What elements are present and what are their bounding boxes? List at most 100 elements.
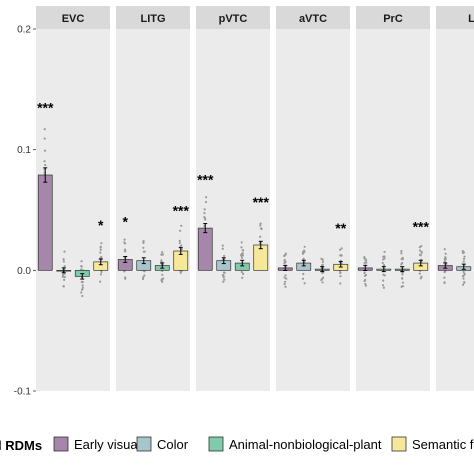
subject-point: [283, 260, 286, 263]
panel-title: LITG: [140, 13, 165, 25]
subject-point: [81, 288, 84, 291]
panel-background: [196, 29, 270, 391]
subject-point: [383, 274, 386, 277]
subject-point: [463, 281, 466, 284]
y-tick-label: -0.1: [14, 387, 32, 398]
subject-point: [221, 274, 224, 277]
subject-point: [320, 278, 323, 282]
subject-point: [160, 259, 163, 262]
subject-point: [222, 280, 225, 283]
subject-point: [284, 280, 287, 283]
subject-point: [383, 257, 386, 260]
subject-point: [420, 244, 423, 248]
subject-point: [462, 277, 465, 280]
subject-point: [240, 241, 243, 244]
facet-panels: EVC****LITG****pVTC******aVTC**PrC***LI: [36, 6, 474, 391]
subject-point: [43, 137, 46, 140]
subject-point: [63, 250, 66, 253]
panel-background: [356, 29, 430, 391]
subject-point: [462, 270, 465, 274]
subject-point: [142, 250, 145, 253]
legend-label: Semantic f: [412, 437, 474, 452]
subject-point: [401, 273, 404, 276]
significance-marker: ***: [173, 202, 190, 218]
legend-swatch: [136, 436, 152, 452]
panel-title: EVC: [62, 13, 85, 25]
subject-point: [260, 227, 263, 230]
subject-point: [223, 271, 226, 274]
subject-point: [240, 254, 243, 257]
subject-point: [241, 249, 244, 252]
subject-point: [444, 256, 447, 259]
panel-title: LI: [468, 13, 474, 25]
subject-point: [320, 257, 323, 260]
subject-point: [462, 257, 466, 261]
subject-point: [142, 239, 145, 243]
subject-point: [418, 249, 422, 252]
subject-point: [203, 208, 206, 211]
panel-pvtc: pVTC *** ***: [196, 6, 270, 391]
subject-point: [204, 200, 208, 204]
subject-point: [62, 285, 66, 288]
subject-point: [80, 265, 83, 268]
subject-point: [99, 248, 102, 251]
subject-point: [461, 251, 465, 255]
subject-point: [221, 244, 224, 247]
subject-point: [143, 274, 146, 277]
panel-strip: [436, 6, 474, 29]
subject-point: [283, 258, 286, 262]
subject-point: [364, 258, 367, 261]
subject-point: [62, 260, 65, 263]
subject-point: [223, 254, 226, 258]
subject-point: [203, 212, 206, 215]
subject-point: [443, 260, 447, 263]
subject-point: [142, 241, 145, 244]
panel-background: [276, 29, 350, 391]
subject-point: [444, 252, 447, 255]
panel-li: LI: [436, 6, 474, 391]
subject-point: [400, 249, 403, 253]
legend: l RDMs Early visual Color Animal-nonbiolog…: [0, 436, 474, 453]
subject-point: [382, 286, 386, 289]
significance-marker: *: [98, 217, 104, 233]
subject-point: [63, 275, 66, 279]
subject-point: [463, 255, 466, 258]
subject-point: [283, 282, 286, 286]
subject-point: [43, 149, 47, 152]
subject-point: [259, 224, 262, 227]
subject-point: [381, 284, 385, 287]
subject-point: [161, 253, 165, 256]
subject-point: [180, 244, 183, 247]
subject-point: [443, 248, 446, 251]
subject-point: [99, 251, 102, 254]
subject-point: [43, 160, 46, 163]
legend-swatch: [208, 436, 224, 452]
subject-point: [303, 282, 306, 285]
subject-point: [283, 276, 286, 279]
subject-point: [462, 274, 466, 277]
y-tick-label: 0.0: [17, 266, 31, 277]
y-axis: -0.1 0.0 0.1 0.2: [14, 25, 36, 398]
subject-point: [383, 250, 386, 254]
subject-point: [141, 277, 145, 281]
subject-point: [339, 248, 342, 251]
subject-point: [241, 272, 245, 275]
subject-point: [462, 283, 465, 286]
subject-point: [364, 284, 368, 287]
subject-point: [462, 260, 465, 263]
subject-point: [205, 196, 208, 199]
subject-point: [142, 246, 145, 249]
subject-point: [63, 278, 66, 281]
subject-point: [100, 242, 103, 245]
subject-point: [161, 251, 164, 254]
subject-point: [81, 286, 84, 289]
panel-avtc: aVTC **: [276, 6, 350, 391]
subject-point: [43, 128, 46, 131]
legend-swatch: [53, 436, 69, 452]
subject-point: [240, 246, 243, 249]
legend-item: Early visual: [53, 436, 141, 452]
subject-point: [80, 268, 83, 271]
panel-evc: EVC****: [36, 6, 110, 391]
subject-point: [178, 241, 181, 245]
subject-point: [81, 284, 84, 287]
